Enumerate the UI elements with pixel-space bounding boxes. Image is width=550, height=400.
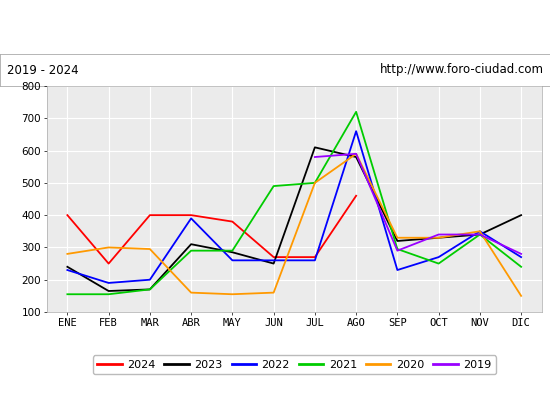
Text: 2019 - 2024: 2019 - 2024 [7,64,78,76]
Legend: 2024, 2023, 2022, 2021, 2020, 2019: 2024, 2023, 2022, 2021, 2020, 2019 [93,355,496,374]
Text: Evolucion Nº Turistas Nacionales en el municipio de Trabadelo: Evolucion Nº Turistas Nacionales en el m… [48,20,502,34]
Text: http://www.foro-ciudad.com: http://www.foro-ciudad.com [379,64,543,76]
